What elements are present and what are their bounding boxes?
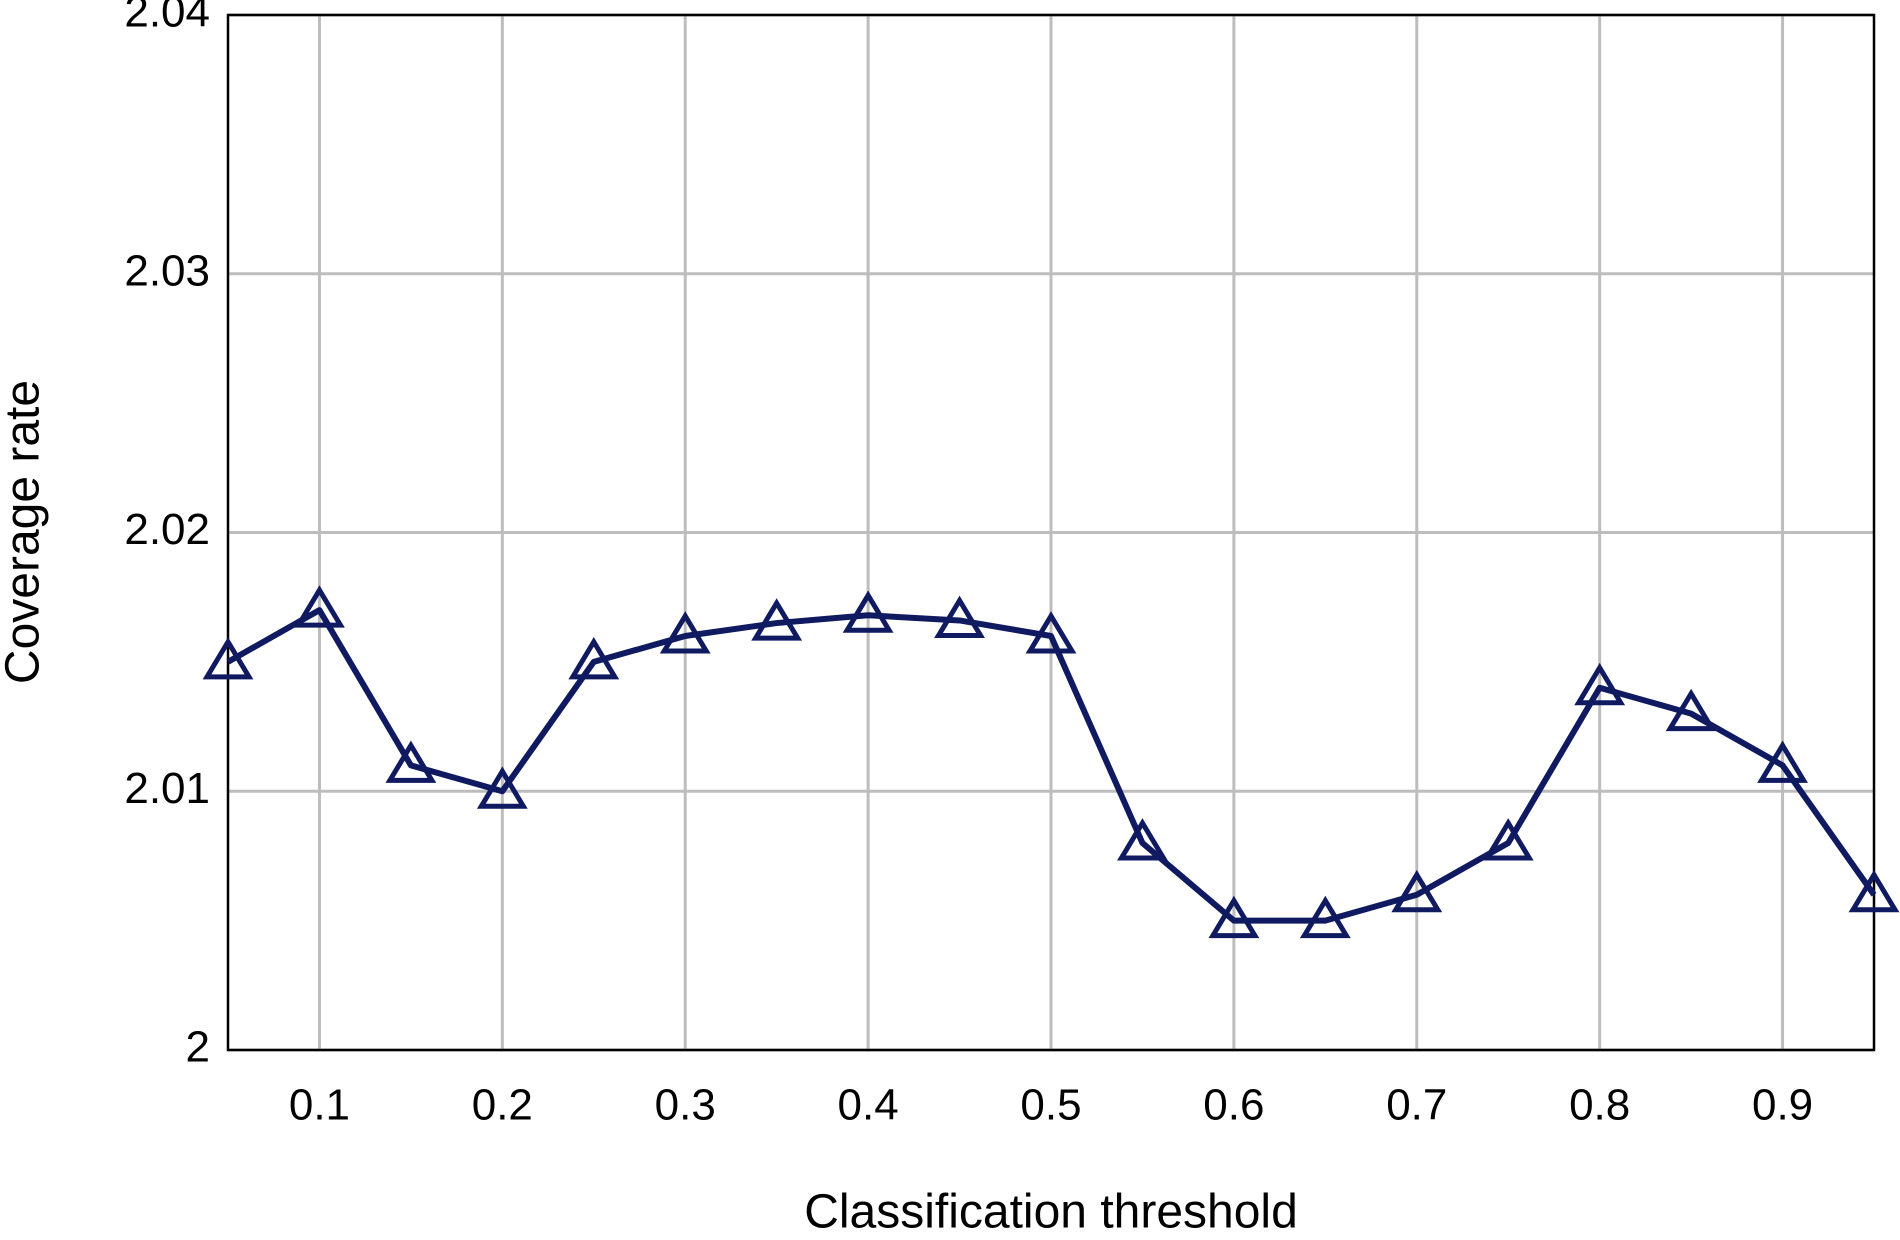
x-tick-label: 0.8 xyxy=(1569,1081,1630,1130)
marker xyxy=(659,611,711,654)
y-tick-label: 2.03 xyxy=(124,246,210,295)
marker xyxy=(294,585,345,628)
marker xyxy=(842,590,894,633)
x-tick-label: 0.6 xyxy=(1203,1081,1264,1130)
x-tick-label: 0.2 xyxy=(472,1081,533,1130)
marker xyxy=(1574,662,1626,706)
marker xyxy=(1665,688,1717,732)
line xyxy=(226,607,1877,924)
marker xyxy=(1025,611,1077,654)
marker xyxy=(1299,895,1351,939)
marker xyxy=(1208,895,1260,939)
marker xyxy=(1482,818,1534,861)
marker xyxy=(751,598,803,641)
x-tick-label: 0.9 xyxy=(1752,1081,1813,1130)
marker xyxy=(1391,869,1443,913)
plot-frame xyxy=(226,13,1876,1052)
marker xyxy=(934,595,985,638)
marker xyxy=(476,766,528,809)
marker xyxy=(1848,869,1900,913)
x-tick-label: 0.5 xyxy=(1020,1081,1081,1130)
marker xyxy=(568,637,620,680)
x-tick-label: 0.1 xyxy=(289,1081,350,1130)
marker xyxy=(385,740,437,783)
y-tick-label: 2.01 xyxy=(124,764,210,813)
marker xyxy=(1117,818,1168,861)
x-axis-label: Classification threshold xyxy=(804,1186,1298,1239)
marker xyxy=(202,637,254,680)
y-tick-label: 2.02 xyxy=(124,505,210,554)
y-axis-label: Coverage rate xyxy=(0,380,50,684)
marker xyxy=(1757,740,1808,783)
x-tick-label: 0.7 xyxy=(1386,1081,1447,1130)
grid xyxy=(228,13,1874,1052)
x-tick-label: 0.4 xyxy=(838,1081,899,1130)
y-tick-label: 2 xyxy=(186,1023,210,1072)
y-tick-label: 2.04 xyxy=(124,0,210,37)
x-tick-label: 0.3 xyxy=(655,1081,716,1130)
